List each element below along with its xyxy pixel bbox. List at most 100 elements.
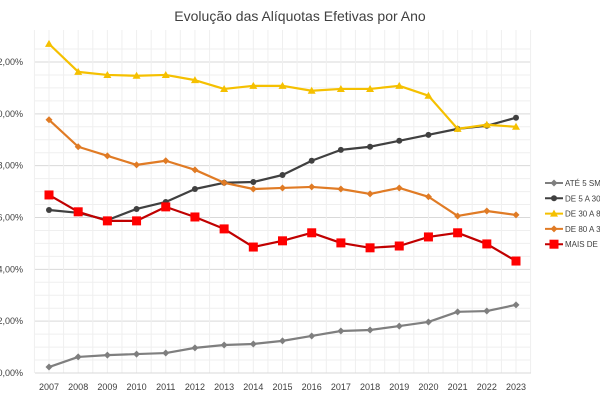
data-point bbox=[425, 131, 432, 138]
data-point bbox=[308, 157, 315, 164]
data-point bbox=[454, 308, 462, 316]
data-point bbox=[74, 143, 82, 151]
data-point bbox=[513, 114, 519, 121]
data-point bbox=[103, 351, 111, 359]
x-tick-label: 2023 bbox=[506, 382, 526, 392]
data-point bbox=[453, 228, 463, 238]
data-point bbox=[44, 190, 54, 200]
data-point bbox=[337, 146, 344, 153]
data-point bbox=[337, 185, 345, 193]
data-point bbox=[250, 178, 257, 185]
data-point bbox=[307, 228, 317, 238]
data-point bbox=[483, 207, 491, 215]
data-point bbox=[220, 341, 228, 349]
data-point bbox=[74, 67, 83, 75]
data-point bbox=[161, 202, 171, 212]
data-point bbox=[74, 353, 82, 361]
x-tick-label: 2021 bbox=[448, 382, 468, 392]
data-point bbox=[424, 318, 432, 326]
legend-entry: DE 30 A 80 bbox=[545, 209, 600, 219]
data-point bbox=[73, 207, 83, 217]
data-point bbox=[279, 337, 286, 345]
legend-label: DE 5 A 30 S bbox=[565, 194, 600, 203]
data-point bbox=[512, 122, 520, 130]
data-point bbox=[366, 326, 374, 334]
data-point bbox=[162, 349, 170, 357]
data-point bbox=[191, 344, 199, 352]
data-point bbox=[366, 84, 375, 92]
data-point bbox=[220, 179, 228, 187]
data-point bbox=[249, 340, 257, 348]
y-tick-label: 0,00% bbox=[0, 368, 23, 378]
legend-marker bbox=[549, 239, 559, 249]
data-point bbox=[190, 76, 199, 84]
x-tick-label: 2012 bbox=[185, 382, 205, 392]
x-tick-label: 2018 bbox=[360, 382, 380, 392]
data-point bbox=[308, 183, 316, 191]
x-tick-label: 2015 bbox=[272, 382, 292, 392]
data-point bbox=[396, 137, 403, 144]
data-point bbox=[512, 211, 520, 219]
data-point bbox=[395, 322, 403, 330]
data-point bbox=[191, 185, 198, 192]
data-point bbox=[512, 301, 520, 309]
data-point bbox=[279, 171, 286, 178]
x-tick-label: 2008 bbox=[68, 382, 88, 392]
x-tick-label: 2019 bbox=[389, 382, 409, 392]
x-tick-label: 2014 bbox=[243, 382, 263, 392]
data-point bbox=[395, 184, 403, 192]
data-point bbox=[395, 81, 404, 89]
x-tick-label: 2013 bbox=[214, 382, 234, 392]
data-point bbox=[424, 193, 432, 201]
legend-entry: ATÉ 5 SM bbox=[545, 179, 600, 188]
data-point bbox=[337, 327, 345, 335]
x-tick-label: 2007 bbox=[39, 382, 59, 392]
data-point bbox=[482, 120, 491, 128]
x-tick-label: 2016 bbox=[302, 382, 322, 392]
data-point bbox=[249, 81, 258, 89]
data-point bbox=[394, 241, 404, 251]
legend-marker bbox=[550, 209, 558, 217]
data-point bbox=[45, 116, 53, 124]
data-point bbox=[453, 124, 462, 132]
data-point bbox=[424, 91, 433, 99]
data-point bbox=[133, 350, 141, 358]
x-tick-label: 2011 bbox=[156, 382, 175, 392]
x-tick-label: 2022 bbox=[477, 382, 497, 392]
data-point bbox=[132, 216, 142, 226]
data-point bbox=[190, 212, 200, 222]
y-tick-label: 6,00% bbox=[0, 213, 23, 223]
x-tick-label: 2020 bbox=[418, 382, 438, 392]
data-point bbox=[278, 81, 287, 89]
y-tick-label: 10,00% bbox=[0, 109, 23, 119]
data-point bbox=[103, 70, 112, 78]
data-point bbox=[511, 256, 521, 266]
x-tick-label: 2017 bbox=[331, 382, 351, 392]
legend-label: DE 30 A 80 bbox=[565, 210, 600, 219]
series-0 bbox=[45, 301, 520, 371]
data-point bbox=[102, 216, 112, 226]
chart-title: Evolução das Alíquotas Efetivas por Ano bbox=[174, 8, 426, 24]
data-point bbox=[219, 224, 229, 234]
series-4 bbox=[44, 190, 521, 266]
y-tick-label: 2,00% bbox=[0, 316, 23, 326]
data-point bbox=[278, 236, 287, 246]
data-point bbox=[45, 363, 53, 371]
data-point bbox=[367, 143, 374, 150]
legend-marker bbox=[550, 179, 558, 187]
data-point bbox=[279, 184, 286, 192]
y-tick-label: 12,00% bbox=[0, 57, 23, 67]
data-point bbox=[365, 243, 375, 253]
data-point bbox=[161, 70, 170, 78]
data-point bbox=[248, 242, 258, 252]
data-point bbox=[46, 206, 52, 213]
data-point bbox=[454, 212, 462, 220]
data-point bbox=[483, 307, 491, 315]
legend-marker bbox=[551, 195, 557, 202]
data-point bbox=[132, 71, 141, 79]
legend-marker bbox=[550, 225, 558, 233]
data-point bbox=[103, 152, 111, 160]
data-point bbox=[423, 232, 433, 242]
data-point bbox=[482, 239, 492, 249]
